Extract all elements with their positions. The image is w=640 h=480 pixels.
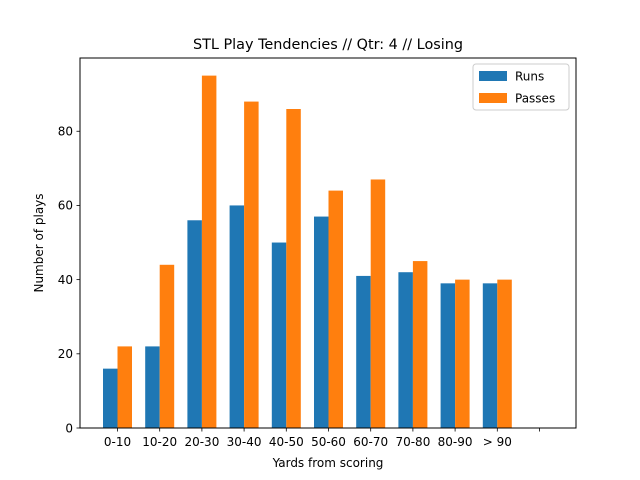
- x-tick-label: 60-70: [353, 435, 388, 449]
- legend-label-runs: Runs: [515, 70, 544, 84]
- y-axis: 0 20 40 60 80: [58, 125, 80, 435]
- legend-swatch-passes: [479, 93, 507, 103]
- bar-passes-6: [370, 179, 386, 428]
- x-tick-label: 80-90: [438, 435, 473, 449]
- bar-passes-1: [159, 264, 175, 428]
- bar-runs-3: [229, 205, 245, 428]
- bars-layer: [103, 75, 512, 429]
- legend-label-passes: Passes: [515, 92, 555, 106]
- x-tick-label: 20-30: [184, 435, 219, 449]
- bar-passes-5: [328, 190, 343, 428]
- x-tick-label: 10-20: [142, 435, 177, 449]
- x-tick-label: 40-50: [269, 435, 304, 449]
- y-tick-label: 40: [58, 273, 73, 287]
- y-tick-label: 60: [58, 199, 73, 213]
- x-tick-label: 50-60: [311, 435, 346, 449]
- legend-swatch-runs: [479, 71, 507, 81]
- bar-runs-7: [398, 272, 413, 428]
- plot-frame: [79, 57, 577, 429]
- bar-passes-2: [201, 75, 217, 429]
- y-tick-label: 80: [58, 125, 73, 139]
- bar-runs-4: [271, 242, 287, 428]
- bar-runs-6: [356, 275, 371, 428]
- x-tick-label: > 90: [483, 435, 512, 449]
- x-tick-label: 0-10: [104, 435, 131, 449]
- x-axis-label: Yards from scoring: [272, 456, 384, 470]
- bar-passes-4: [286, 109, 301, 428]
- chart-title: STL Play Tendencies // Qtr: 4 // Losing: [193, 37, 463, 53]
- bar-runs-2: [187, 220, 202, 428]
- bar-passes-9: [497, 279, 512, 428]
- y-tick-label: 20: [58, 347, 73, 361]
- bar-passes-3: [244, 101, 259, 428]
- y-axis-label: Number of plays: [32, 193, 46, 292]
- x-tick-label: 70-80: [395, 435, 430, 449]
- bar-passes-7: [412, 261, 428, 428]
- bar-runs-8: [440, 283, 456, 428]
- bar-runs-1: [145, 346, 160, 428]
- x-tick-label: 30-40: [227, 435, 262, 449]
- bar-runs-9: [482, 283, 498, 428]
- legend: Runs Passes: [472, 63, 570, 111]
- bar-passes-8: [455, 279, 470, 428]
- bar-runs-0: [103, 368, 118, 428]
- x-axis: 0-10 10-20 20-30 30-40 40-50 50-60 60-70 70-80 8…: [104, 428, 540, 449]
- bar-passes-0: [117, 346, 132, 428]
- y-tick-label: 0: [65, 421, 73, 435]
- bar-runs-5: [314, 216, 329, 428]
